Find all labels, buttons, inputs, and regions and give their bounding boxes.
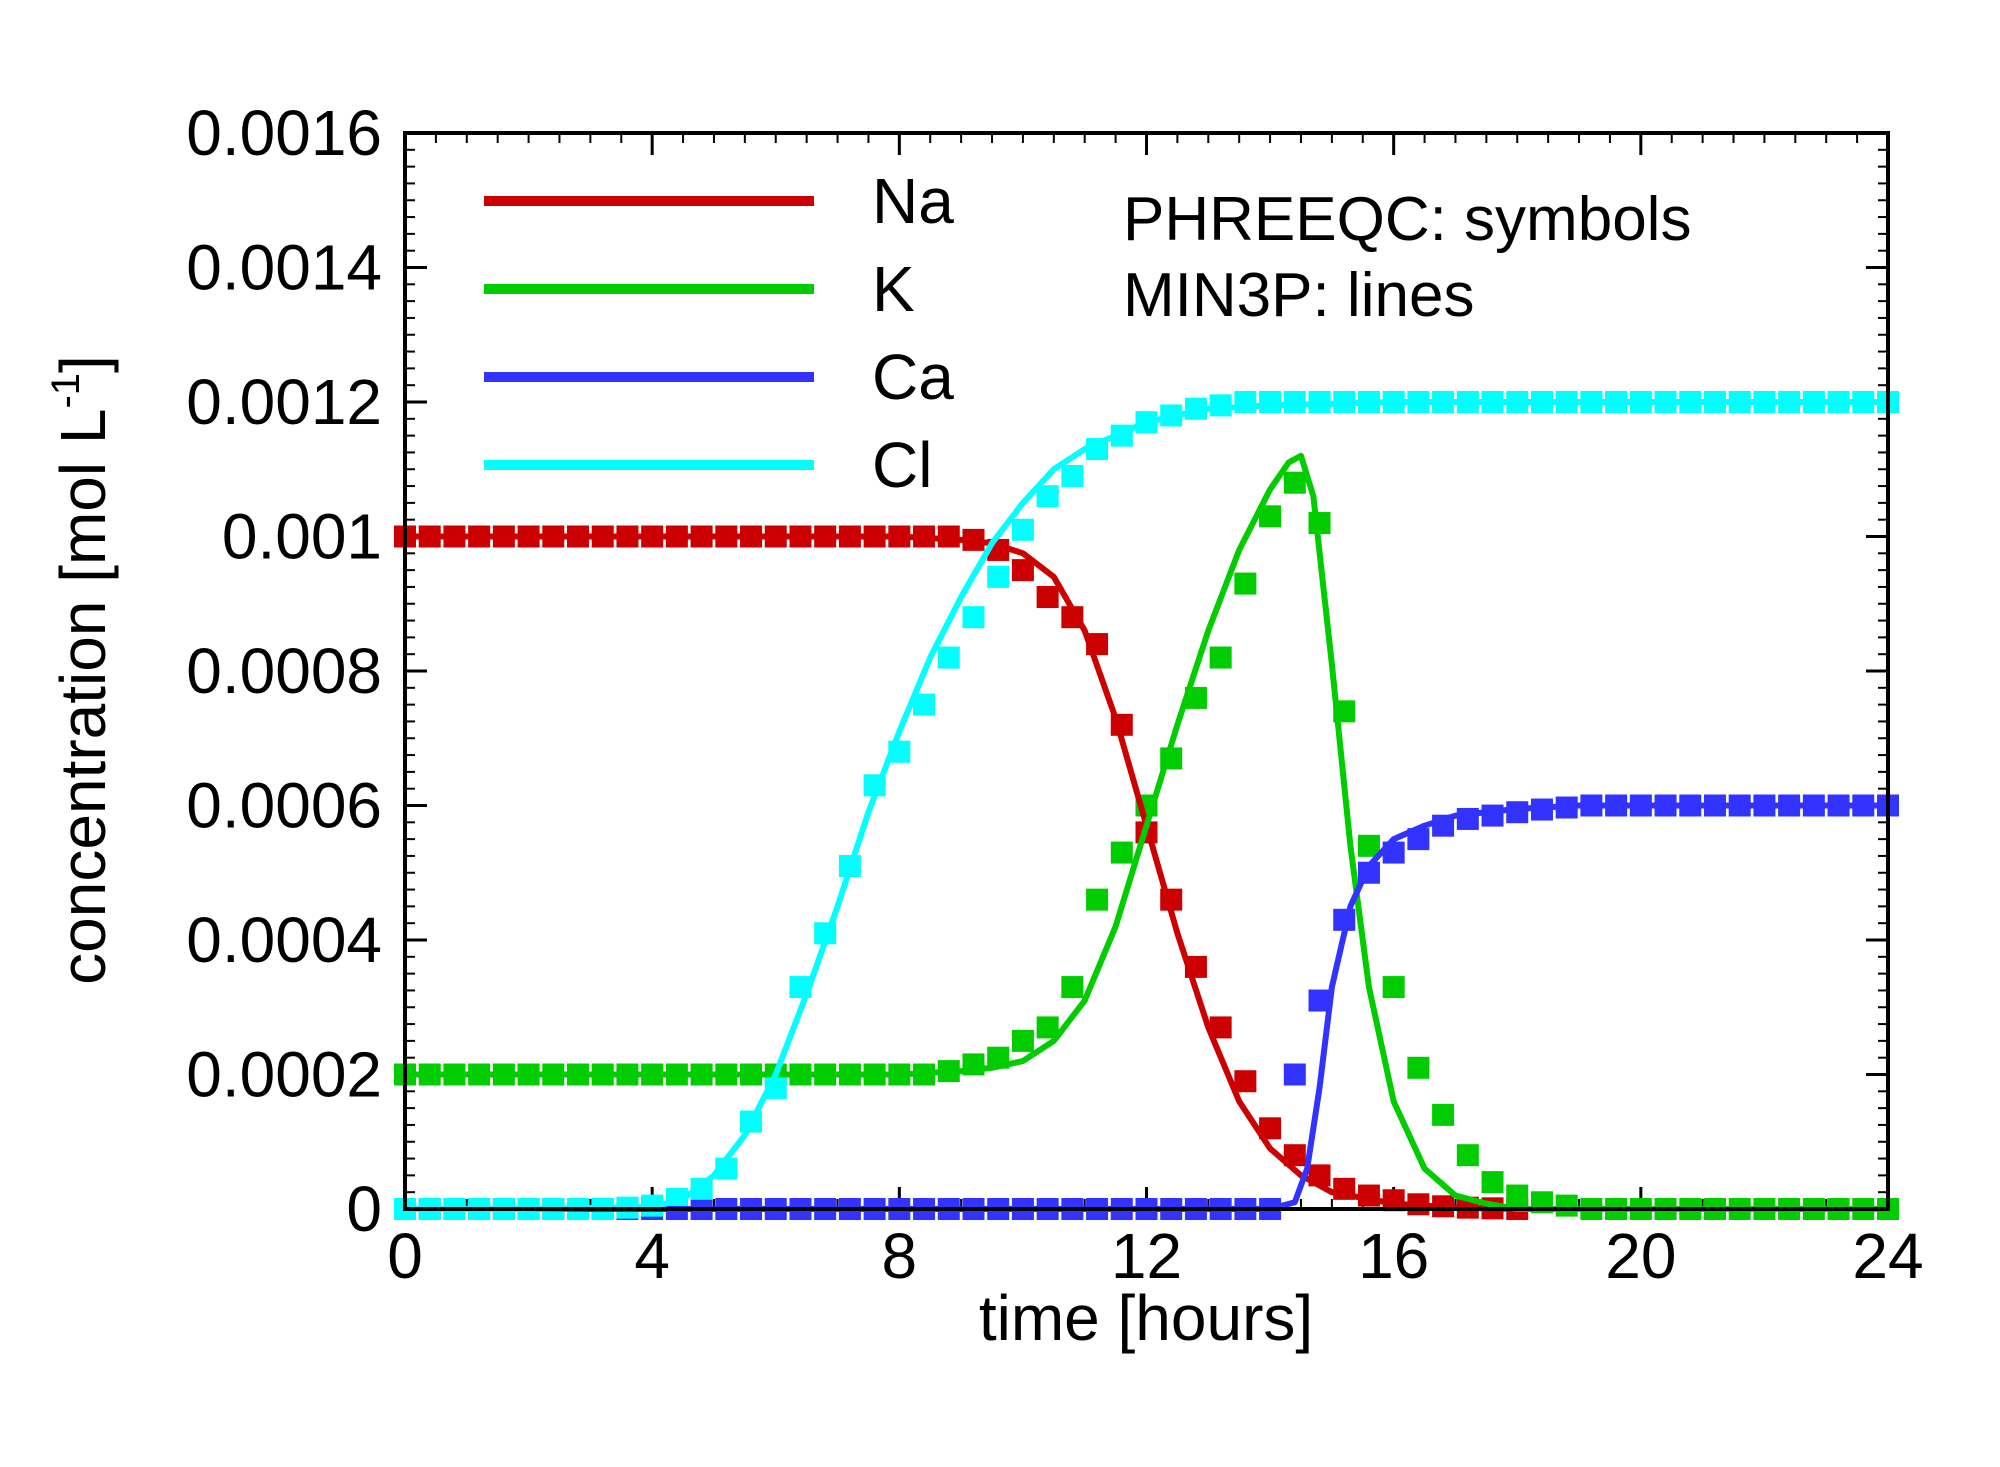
- y-axis-title-superscript: -1: [44, 373, 88, 409]
- x-axis-title: time [hours]: [979, 1282, 1313, 1354]
- marker-na: [1234, 1070, 1257, 1093]
- marker-k: [1011, 1029, 1034, 1052]
- marker-na: [1283, 1144, 1306, 1167]
- x-tick-label: 8: [882, 1220, 918, 1292]
- marker-cl: [913, 693, 936, 716]
- marker-k: [1036, 1016, 1059, 1039]
- x-tick-label: 12: [1111, 1220, 1182, 1292]
- marker-k: [1456, 1144, 1479, 1167]
- legend-label-k: K: [872, 253, 915, 325]
- marker-k: [1110, 841, 1133, 864]
- marker-na: [1259, 1117, 1282, 1140]
- marker-cl: [1036, 485, 1059, 508]
- marker-k: [1086, 888, 1109, 911]
- line-cl: [402, 399, 1891, 1212]
- y-tick-label: 0.0002: [186, 1039, 382, 1111]
- y-axis-title-tail: ]: [47, 355, 119, 373]
- legend-label-ca: Ca: [872, 341, 954, 413]
- marker-k: [1555, 1194, 1578, 1217]
- marker-na: [1036, 586, 1059, 609]
- legend: Na K Ca Cl: [484, 165, 954, 501]
- marker-k: [1209, 646, 1232, 669]
- x-tick-label: 24: [1852, 1220, 1923, 1292]
- marker-k: [1283, 471, 1306, 494]
- marker-cl: [1011, 518, 1034, 541]
- x-tick-label: 20: [1605, 1220, 1676, 1292]
- y-tick-label: 0.0008: [186, 635, 382, 707]
- marker-k: [1506, 1184, 1529, 1207]
- marker-k: [1481, 1171, 1504, 1194]
- tick-labels: 0 4 8 12 16 20 24 0 0.0002 0.0004 0.0006 0.0008 0.00…: [186, 97, 1923, 1292]
- marker-k: [1382, 976, 1405, 999]
- y-tick-label: 0.001: [222, 501, 382, 573]
- marker-na: [1209, 1016, 1232, 1039]
- marker-cl: [937, 646, 960, 669]
- y-tick-label: 0.0012: [186, 366, 382, 438]
- marker-k: [1061, 976, 1084, 999]
- marker-k: [1357, 834, 1380, 857]
- marker-k: [1259, 505, 1282, 528]
- y-axis-title: concentration [mol L-1]: [44, 355, 119, 985]
- marker-k: [1432, 1103, 1455, 1126]
- marker-cl: [1259, 391, 1282, 413]
- x-tick-label: 0: [387, 1220, 423, 1292]
- marker-k: [1234, 572, 1257, 595]
- marker-ca: [1283, 1063, 1306, 1086]
- annotation-phreeqc: PHREEQC: symbols: [1123, 185, 1691, 254]
- y-tick-label: 0.0006: [186, 770, 382, 842]
- legend-label-cl: Cl: [872, 429, 932, 501]
- marker-ca: [1308, 989, 1331, 1012]
- marker-cl: [987, 565, 1010, 588]
- x-tick-label: 4: [634, 1220, 670, 1292]
- plot-frame: [403, 131, 1890, 1211]
- line-k: [402, 452, 1891, 1212]
- y-axis-title-main: concentration [mol L: [47, 409, 119, 985]
- y-tick-label: 0.0016: [186, 97, 382, 169]
- marker-cl: [1061, 464, 1084, 487]
- marker-k: [1407, 1056, 1430, 1079]
- legend-label-na: Na: [872, 165, 954, 237]
- marker-na: [1011, 559, 1034, 582]
- marker-cl: [962, 606, 985, 629]
- x-tick-label: 16: [1358, 1220, 1429, 1292]
- y-tick-label: 0.0004: [186, 904, 382, 976]
- annotation-min3p: MIN3P: lines: [1123, 261, 1474, 330]
- y-tick-label: 0.0014: [186, 232, 382, 304]
- y-tick-label: 0: [346, 1173, 382, 1245]
